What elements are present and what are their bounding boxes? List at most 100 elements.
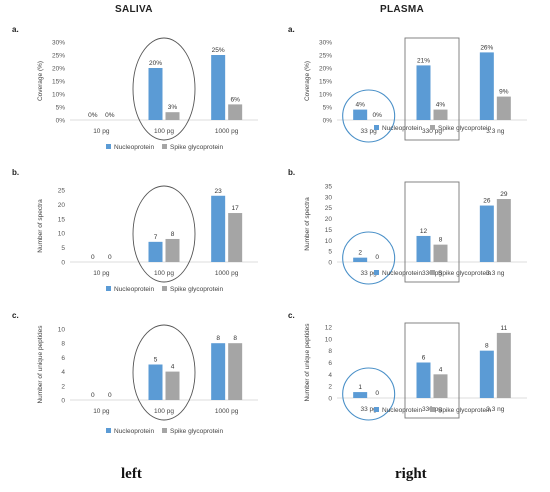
plasma-b-data-label: 12 (420, 228, 428, 235)
saliva-a-highlight-ellipse (132, 37, 196, 141)
saliva-c-legend-swatch-spike (162, 428, 167, 433)
plasma-c-data-label: 8 (485, 343, 489, 350)
saliva-b-legend-swatch-nucleoprotein (106, 286, 111, 291)
plasma-b-ytick-label: 0 (328, 260, 332, 267)
plasma-a-category-label: 3.3 ng (486, 128, 504, 135)
plasma-c-category-label: 33 pg (361, 406, 378, 413)
saliva-c-legend-swatch-nucleoprotein (106, 428, 111, 433)
saliva-c-bar-nucleoprotein (148, 364, 163, 400)
plasma-c-ytick-label: 8 (328, 348, 332, 355)
saliva-a-data-label: 0% (105, 112, 115, 119)
plasma-b-panel-label: b. (288, 168, 295, 177)
plasma-b-data-label: 2 (358, 250, 362, 257)
plasma-a-panel-label: a. (288, 25, 295, 34)
saliva-b-data-label: 7 (154, 234, 158, 241)
saliva-a-bar-nucleoprotein (148, 68, 163, 120)
saliva-b-ytick-label: 20 (58, 202, 66, 209)
saliva-a-data-label: 6% (230, 96, 240, 103)
plasma-b-ytick-label: 10 (325, 238, 333, 245)
plasma-a-data-label: 21% (417, 57, 430, 64)
saliva-a-data-label: 3% (168, 104, 178, 111)
saliva-a-ytick-label: 10% (52, 92, 65, 99)
plasma-a-ylabel: Coverage (%) (304, 61, 311, 101)
saliva-c-data-label: 0 (108, 392, 112, 399)
plasma-c-bar-spike (496, 332, 511, 398)
saliva-b-category-label: 100 pg (154, 270, 174, 277)
saliva-a-ytick-label: 30% (52, 40, 65, 47)
saliva-b-data-label: 17 (232, 205, 240, 212)
plasma-b-ytick-label: 20 (325, 216, 333, 223)
saliva-a-ytick-label: 15% (52, 79, 65, 86)
saliva-c-highlight-ellipse (132, 324, 196, 421)
plasma-a-bar-nucleoprotein (416, 65, 431, 120)
plasma-c-legend-label: Nucleoprotein (382, 407, 422, 414)
saliva-c-ytick-label: 0 (61, 398, 65, 405)
plasma-a-data-label: 26% (480, 44, 493, 51)
saliva-c-category-label: 100 pg (154, 408, 174, 415)
plasma-a-data-label: 4% (436, 102, 446, 109)
plasma-c-ytick-label: 10 (325, 336, 333, 343)
plasma-c-bar-nucleoprotein (416, 362, 431, 398)
plasma-b-data-label: 29 (500, 191, 508, 198)
saliva-c-category-label: 1000 pg (215, 408, 239, 415)
plasma-c-ylabel: Number of unique peptides (304, 323, 311, 402)
saliva-a-bar-spike (228, 104, 243, 120)
plasma-b-ytick-label: 30 (325, 194, 333, 201)
saliva-a-panel-label: a. (12, 25, 19, 34)
plasma-a-bar-spike (496, 96, 511, 120)
plasma-c-data-label: 6 (422, 355, 426, 362)
plasma-header: PLASMA (380, 4, 425, 15)
saliva-b-bar-nucleoprotein (211, 195, 226, 262)
saliva-c-ytick-label: 10 (58, 327, 66, 334)
saliva-a-ytick-label: 25% (52, 53, 65, 60)
saliva-c-legend-label: Spike glycoprotein (170, 428, 223, 435)
saliva-b-ytick-label: 0 (61, 260, 65, 267)
saliva-c-category-label: 10 pg (93, 408, 110, 415)
saliva-b-data-label: 8 (171, 231, 175, 238)
saliva-a-ytick-label: 20% (52, 66, 65, 73)
saliva-a-category-label: 1000 pg (215, 128, 239, 135)
saliva-a-category-label: 10 pg (93, 128, 110, 135)
saliva-a-data-label: 0% (88, 112, 98, 119)
saliva-c-data-label: 0 (91, 392, 95, 399)
saliva-a-ytick-label: 0% (56, 118, 66, 125)
plasma-c-legend-label: Spike glycoprotein (438, 407, 491, 414)
saliva-a-legend-swatch-spike (162, 144, 167, 149)
saliva-c-data-label: 8 (216, 335, 220, 342)
plasma-c-ytick-label: 2 (328, 384, 332, 391)
saliva-b-ylabel: Number of spectra (37, 199, 44, 253)
saliva-a-legend-label: Spike glycoprotein (170, 144, 223, 151)
plasma-a-data-label: 0% (372, 112, 382, 119)
saliva-c-ytick-label: 4 (61, 369, 65, 376)
plasma-a-category-label: 330 pg (422, 128, 442, 135)
plasma-c-highlight-circle (342, 367, 396, 421)
saliva-c-ytick-label: 6 (61, 355, 65, 362)
saliva-c-panel-label: c. (12, 311, 19, 320)
plasma-a-ytick-label: 20% (319, 66, 332, 73)
plasma-a-category-label: 33 pg (361, 128, 378, 135)
saliva-a-legend-label: Nucleoprotein (114, 144, 154, 151)
plasma-b-legend-label: Nucleoprotein (382, 270, 422, 277)
plasma-c-ytick-label: 6 (328, 360, 332, 367)
plasma-a-legend-label: Nucleoprotein (382, 125, 422, 132)
plasma-b-highlight-box (404, 181, 460, 283)
plasma-c-data-label: 4 (439, 366, 443, 373)
plasma-b-legend-label: Spike glycoprotein (438, 270, 491, 277)
saliva-b-category-label: 10 pg (93, 270, 110, 277)
saliva-c-ytick-label: 2 (61, 383, 65, 390)
plasma-b-category-label: 3.3 ng (486, 270, 504, 277)
plasma-b-ytick-label: 25 (325, 205, 333, 212)
saliva-a-ylabel: Coverage (%) (37, 61, 44, 101)
saliva-c-data-label: 5 (154, 357, 158, 364)
plasma-b-bar-nucleoprotein (416, 235, 431, 262)
saliva-a-data-label: 25% (212, 47, 225, 54)
saliva-c-bar-spike (165, 371, 180, 400)
saliva-c-data-label: 4 (171, 364, 175, 371)
plasma-a-ytick-label: 5% (323, 105, 333, 112)
saliva-c-legend-label: Nucleoprotein (114, 428, 154, 435)
plasma-c-bar-nucleoprotein (479, 350, 494, 398)
plasma-a-ytick-label: 25% (319, 53, 332, 60)
plasma-c-bar-spike (433, 374, 448, 398)
